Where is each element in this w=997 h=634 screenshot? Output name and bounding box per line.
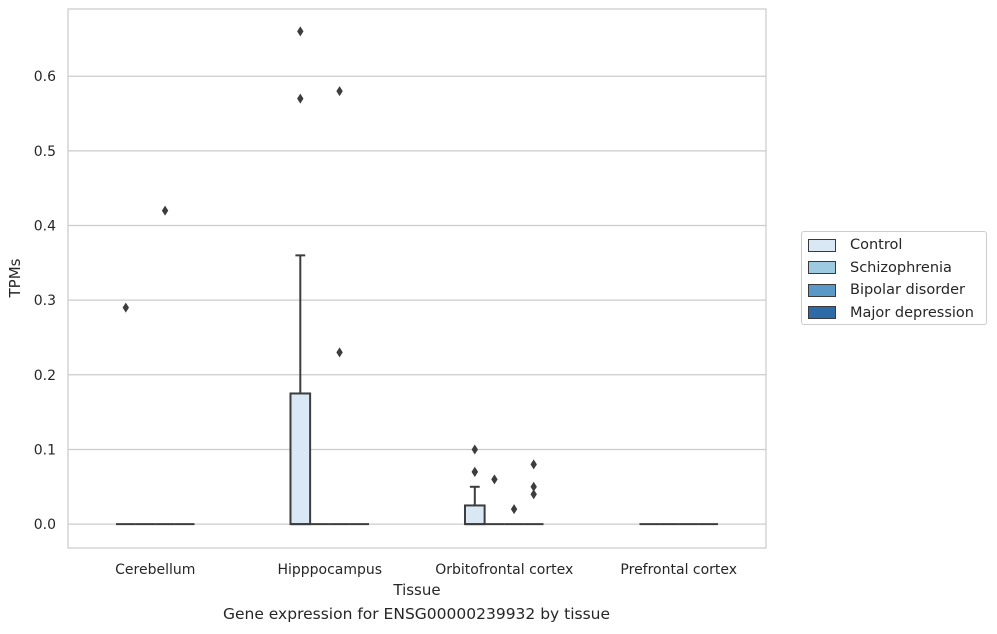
y-axis-title: TPMs bbox=[6, 258, 24, 298]
outlier-point bbox=[471, 444, 479, 455]
outlier-point bbox=[336, 347, 343, 358]
plot-area bbox=[67, 8, 767, 549]
y-tick-label: 0.6 bbox=[34, 69, 56, 85]
box-control bbox=[463, 485, 486, 526]
legend-label: Schizophrenia bbox=[850, 259, 952, 276]
y-tick-labels: 0.0 0.1 0.2 0.3 0.4 0.5 0.6 bbox=[34, 69, 56, 533]
x-axis-title: Tissue bbox=[392, 581, 440, 599]
outlier-point bbox=[510, 504, 518, 515]
legend-swatch bbox=[808, 283, 836, 297]
y-tick-label: 0.3 bbox=[34, 293, 56, 309]
y-tick-label: 0.2 bbox=[34, 368, 56, 384]
y-tick-label: 0.0 bbox=[34, 517, 56, 533]
x-tick-label: Cerebellum bbox=[115, 562, 195, 578]
legend-swatch bbox=[808, 238, 836, 252]
y-tick-label: 0.5 bbox=[34, 144, 56, 160]
outlier-point bbox=[161, 205, 169, 216]
legend-label: Control bbox=[850, 237, 903, 253]
legend-swatch bbox=[808, 261, 836, 274]
outlier-point bbox=[530, 489, 537, 500]
y-tick-label: 0.4 bbox=[34, 218, 56, 234]
box-body bbox=[289, 392, 312, 526]
outlier-point bbox=[491, 474, 498, 485]
x-tick-label: Hipppocampus bbox=[277, 562, 382, 578]
x-tick-labels: Cerebellum Hipppocampus Orbitofrontal cort… bbox=[115, 562, 737, 578]
legend: Control Schizophrenia Bipolar disorder Majo… bbox=[801, 231, 987, 325]
legend-item: Bipolar disorder bbox=[808, 279, 965, 301]
y-tick-label: 0.1 bbox=[34, 442, 56, 458]
outlier-point bbox=[297, 26, 304, 37]
x-tick-label: Prefrontal cortex bbox=[620, 562, 737, 578]
legend-label: Bipolar disorder bbox=[850, 282, 965, 298]
outlier-point bbox=[122, 302, 130, 313]
legend-item: Schizophrenia bbox=[808, 257, 952, 279]
boxes-layer bbox=[115, 254, 719, 526]
legend-swatch bbox=[808, 306, 836, 319]
outlier-point bbox=[530, 481, 537, 492]
legend-label: Major depression bbox=[850, 304, 974, 321]
outliers-layer bbox=[122, 26, 537, 515]
outlier-point bbox=[336, 86, 343, 97]
outlier-point bbox=[297, 93, 304, 104]
x-tick-label: Orbitofrontal cortex bbox=[435, 562, 573, 578]
legend-item: Control bbox=[808, 234, 902, 256]
outlier-point bbox=[471, 466, 479, 477]
chart-caption: Gene expression for ENSG00000239932 by t… bbox=[222, 605, 611, 623]
legend-item: Major depression bbox=[808, 302, 974, 324]
outlier-point bbox=[530, 459, 537, 470]
box-control bbox=[289, 254, 312, 526]
box-body bbox=[463, 504, 486, 526]
